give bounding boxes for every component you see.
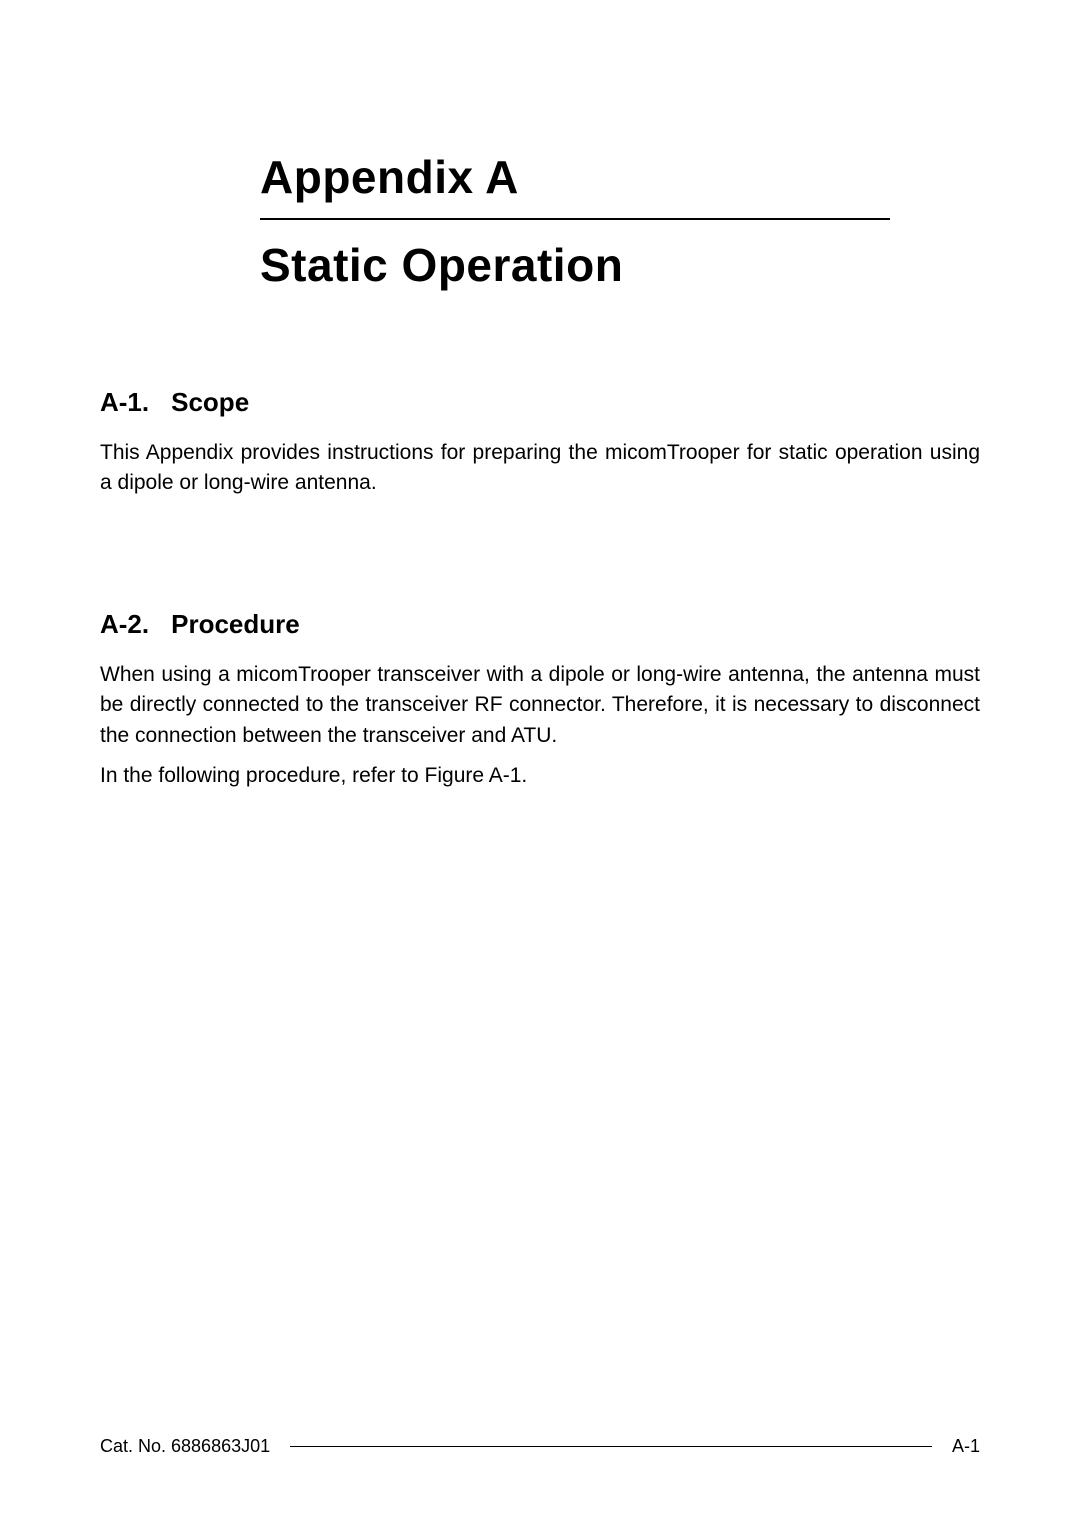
page-footer: Cat. No. 6886863J01 A-1	[100, 1436, 980, 1457]
section-title: Procedure	[171, 609, 300, 640]
section-number: A-1.	[100, 387, 149, 418]
paragraph: This Appendix provides instructions for …	[100, 438, 980, 499]
section-heading: A-2. Procedure	[100, 609, 980, 640]
page-number: A-1	[952, 1436, 980, 1457]
section-body: When using a micomTrooper transceiver wi…	[100, 660, 980, 792]
footer-rule	[290, 1446, 932, 1447]
title-block: Appendix A Static Operation	[260, 150, 890, 292]
appendix-title: Static Operation	[260, 238, 890, 292]
appendix-label: Appendix A	[260, 150, 890, 220]
section-scope: A-1. Scope This Appendix provides instru…	[100, 387, 980, 499]
section-number: A-2.	[100, 609, 149, 640]
section-heading: A-1. Scope	[100, 387, 980, 418]
section-procedure: A-2. Procedure When using a micomTrooper…	[100, 609, 980, 792]
section-title: Scope	[171, 387, 249, 418]
paragraph: When using a micomTrooper transceiver wi…	[100, 660, 980, 751]
paragraph: In the following procedure, refer to Fig…	[100, 761, 980, 791]
section-body: This Appendix provides instructions for …	[100, 438, 980, 499]
catalog-number: Cat. No. 6886863J01	[100, 1436, 270, 1457]
document-page: Appendix A Static Operation A-1. Scope T…	[0, 0, 1080, 1529]
